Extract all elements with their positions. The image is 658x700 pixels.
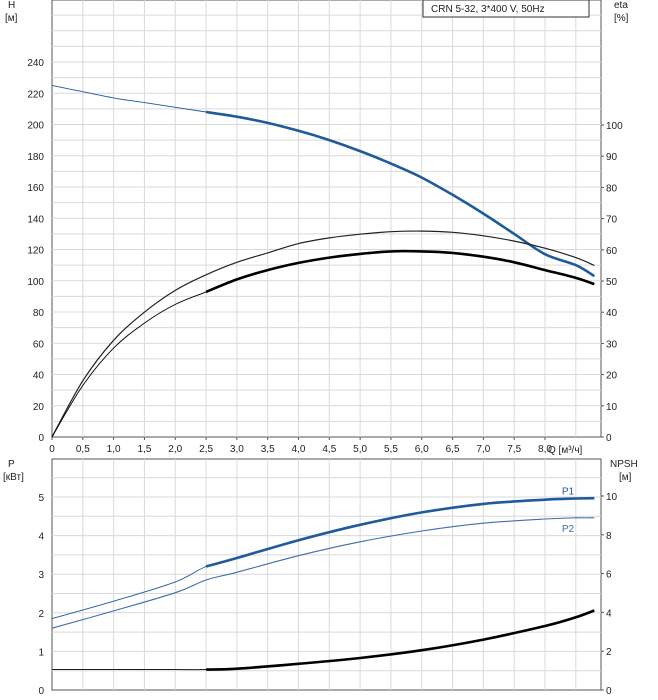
x-tick-label: 6,0	[415, 444, 429, 455]
head-tick-label: 20	[33, 402, 45, 413]
chart-title-box: CRN 5-32, 3*400 V, 50Hz	[422, 0, 590, 18]
efficiency-tick-label: 50	[606, 277, 618, 288]
head-tick-label: 200	[27, 121, 44, 132]
top-panel-grid	[51, 0, 602, 438]
p2-label: P2	[562, 524, 575, 535]
p1-label: P1	[562, 487, 575, 498]
head-tick-label: 80	[33, 308, 45, 319]
flow-axis-label: Q [м³/ч]	[548, 445, 583, 456]
efficiency-tick-label: 0	[606, 433, 612, 444]
x-tick-label: 0,5	[76, 444, 90, 455]
x-tick-label: 5,5	[384, 444, 398, 455]
efficiency-tick-label: 100	[606, 121, 623, 132]
x-tick-label: 7,0	[476, 444, 490, 455]
x-tick-label: 7,5	[507, 444, 521, 455]
x-tick-label: 6,5	[446, 444, 460, 455]
efficiency-axis-title: eta	[614, 0, 628, 11]
pump-efficiency-curve-line	[51, 230, 595, 438]
efficiency-tick-label: 60	[606, 246, 618, 257]
efficiency-tick-label: 20	[606, 371, 618, 382]
head-tick-label: 220	[27, 89, 44, 100]
x-tick-label: 1,0	[107, 444, 121, 455]
p1-power-curve-operating-range	[205, 496, 595, 568]
efficiency-tick-label: 40	[606, 308, 618, 319]
head-tick-label: 0	[38, 433, 44, 444]
x-tick-label: 5,0	[353, 444, 367, 455]
npsh-axis-unit: [м]	[619, 472, 632, 483]
x-tick-label: 2,0	[168, 444, 182, 455]
npsh-tick-label: 2	[606, 647, 612, 658]
head-tick-label: 180	[27, 152, 44, 163]
efficiency-tick-label: 80	[606, 183, 618, 194]
head-axis-title: H	[8, 0, 15, 11]
power-tick-label: 3	[38, 570, 44, 581]
x-tick-label: 3,5	[261, 444, 275, 455]
chart-title: CRN 5-32, 3*400 V, 50Hz	[431, 4, 545, 15]
power-tick-label: 2	[38, 609, 44, 620]
power-tick-label: 5	[38, 493, 44, 504]
head-tick-label: 160	[27, 183, 44, 194]
npsh-tick-label: 6	[606, 570, 612, 581]
power-axis-title: P	[8, 459, 15, 470]
efficiency-tick-label: 90	[606, 152, 618, 163]
npsh-tick-label: 4	[606, 608, 612, 619]
x-tick-label: 4,0	[292, 444, 306, 455]
total-efficiency-curve-operating-range	[205, 249, 595, 294]
x-tick-label: 0	[49, 444, 55, 455]
power-tick-label: 0	[38, 686, 44, 697]
head-axis-unit: [м]	[5, 13, 18, 24]
efficiency-tick-label: 30	[606, 339, 618, 350]
head-tick-label: 40	[33, 371, 45, 382]
head-tick-label: 60	[33, 339, 45, 350]
head-tick-label: 240	[27, 58, 44, 69]
power-tick-label: 1	[38, 647, 44, 658]
axes: 0 0,5 1,0 1,5 2,0 2,5 3,0 3,5 4,0 4,5 5,0 5,5 6,0 6,5…	[27, 58, 623, 697]
head-curve-operating-range	[205, 110, 595, 278]
head-tick-label: 120	[27, 246, 44, 257]
power-axis-unit: [кВт]	[3, 472, 24, 483]
npsh-tick-label: 0	[606, 686, 612, 697]
efficiency-tick-label: 70	[606, 215, 618, 226]
efficiency-tick-label: 10	[606, 402, 618, 413]
x-tick-label: 3,0	[230, 444, 244, 455]
x-tick-label: 1,5	[137, 444, 151, 455]
npsh-tick-label: 10	[606, 492, 618, 503]
npsh-axis-title: NPSH	[610, 459, 638, 470]
power-tick-label: 4	[38, 532, 44, 543]
text-layer: H [м] eta [%] P [кВт] NPSH [м] Q [м³/ч]	[3, 0, 638, 483]
npsh-tick-label: 8	[606, 531, 612, 542]
head-tick-label: 140	[27, 214, 44, 225]
bottom-panel-grid	[51, 458, 602, 691]
x-tick-label: 2,5	[199, 444, 213, 455]
head-tick-label: 100	[27, 277, 44, 288]
x-tick-label: 4,5	[322, 444, 336, 455]
x-tick-label: 8,0	[538, 444, 552, 455]
series-layer: P1 P2	[51, 84, 595, 671]
p2-power-curve-line	[51, 517, 595, 629]
efficiency-axis-unit: [%]	[614, 13, 629, 24]
npsh-curve-operating-range	[206, 609, 595, 671]
